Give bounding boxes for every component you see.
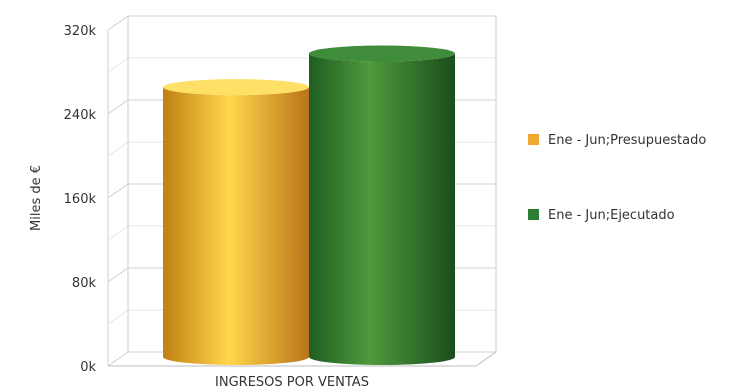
gridline-minor-side <box>107 57 129 73</box>
bars <box>163 45 455 365</box>
gridline-minor-side <box>107 309 129 325</box>
bar-body <box>309 53 455 365</box>
bar-ejecutado <box>309 45 455 365</box>
y-axis-title: Miles de € <box>29 165 44 231</box>
gridline-side <box>107 15 129 31</box>
labels: 0k 80k 160k 240k 320k Miles de € INGRESOS POR … <box>29 24 369 390</box>
gridline-side <box>107 183 129 199</box>
x-category-label: INGRESOS POR VENTAS <box>215 375 369 390</box>
gridline-minor-side <box>107 225 129 241</box>
bar-top-cap <box>163 79 309 96</box>
axes <box>107 16 497 367</box>
y-tick-label: 80k <box>72 276 97 291</box>
bar-body <box>163 87 309 365</box>
legend-item: Ene - Jun;Presupuestado <box>528 133 706 148</box>
y-tick-label: 160k <box>64 192 97 207</box>
gridline-side <box>107 351 129 367</box>
gridline-side <box>107 99 129 115</box>
legend-label: Ene - Jun;Presupuestado <box>548 133 706 148</box>
y-tick-label: 240k <box>64 108 97 123</box>
legend-swatch <box>528 134 539 145</box>
floor-right-edge <box>475 351 497 367</box>
gridline-minor-side <box>107 141 129 157</box>
y-tick-label: 320k <box>64 24 97 39</box>
bar-top-cap <box>309 45 455 62</box>
legend: Ene - Jun;Presupuestado Ene - Jun;Ejecuta… <box>528 133 706 223</box>
legend-swatch <box>528 209 539 220</box>
gridline-side <box>107 267 129 283</box>
y-tick-label: 0k <box>80 360 96 375</box>
legend-label: Ene - Jun;Ejecutado <box>548 208 675 223</box>
legend-item: Ene - Jun;Ejecutado <box>528 208 675 223</box>
bar-presupuestado <box>163 79 309 365</box>
